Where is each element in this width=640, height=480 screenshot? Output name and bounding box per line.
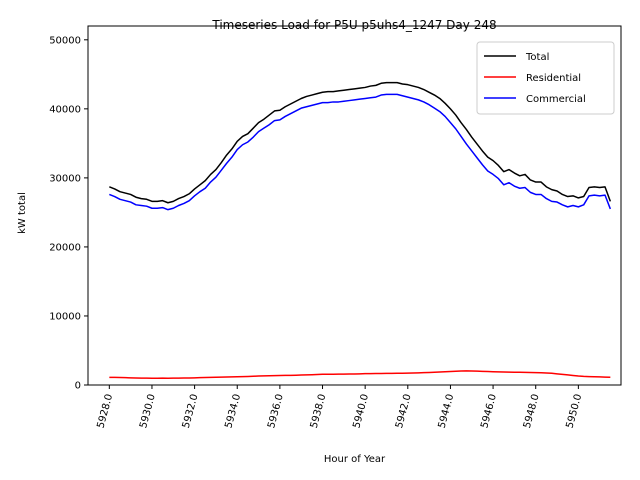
y-tick-label: 40000	[49, 104, 81, 115]
series-line-commercial	[109, 93, 612, 211]
plot-area	[109, 81, 612, 380]
y-axis-label: kW total	[17, 192, 28, 234]
y-axis-ticks: 0 10000 20000 30000 40000 50000	[49, 35, 88, 392]
y-tick-label: 0	[75, 381, 81, 392]
legend-label-total: Total	[525, 52, 549, 63]
legend-label-residential: Residential	[526, 73, 581, 84]
x-axis-label: Hour of Year	[324, 454, 386, 465]
legend: Total Residential Commercial	[476, 41, 615, 115]
plot-frame	[87, 25, 622, 386]
chart-title: Timeseries Load for P5U p5uhs4_1247 Day …	[211, 18, 496, 32]
legend-label-commercial: Commercial	[526, 94, 586, 105]
series-line-residential	[109, 370, 611, 380]
y-tick-label: 10000	[49, 311, 81, 322]
y-tick-label: 20000	[49, 242, 81, 253]
y-tick-label: 50000	[49, 35, 81, 46]
y-tick-label: 30000	[49, 173, 81, 184]
legend-box	[476, 41, 615, 115]
series-line-total	[109, 81, 612, 204]
